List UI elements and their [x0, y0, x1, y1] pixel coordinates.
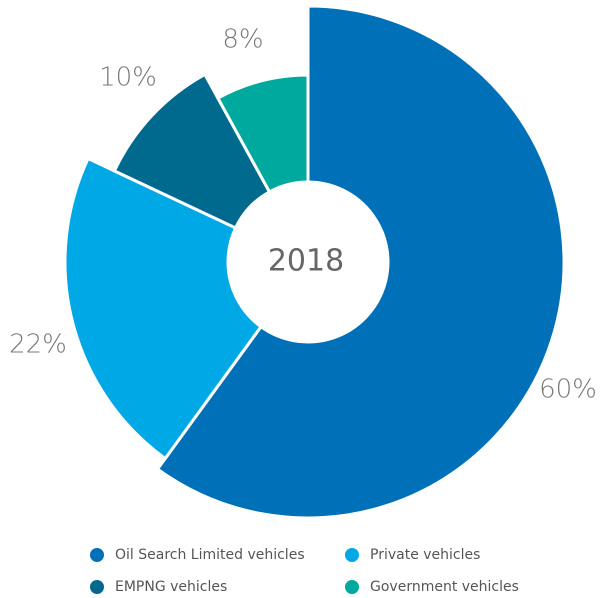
slice — [112, 72, 272, 230]
slice — [215, 73, 310, 194]
legend-label: Private vehicles — [370, 547, 480, 563]
slices — [63, 4, 566, 520]
center-label: 2018 — [268, 244, 344, 279]
value-label: 10% — [99, 63, 157, 93]
legend-label: Oil Search Limited vehicles — [115, 547, 305, 563]
legend-label: Government vehicles — [370, 579, 519, 595]
legend-swatch — [90, 580, 104, 594]
slice — [63, 156, 264, 461]
value-label: 22% — [9, 330, 67, 360]
slice — [155, 4, 566, 520]
legend-swatch — [90, 548, 104, 562]
legend-label: EMPNG vehicles — [115, 579, 227, 595]
legend-swatch — [345, 580, 359, 594]
value-label: 60% — [539, 375, 597, 405]
value-label: 8% — [222, 25, 263, 55]
legend-swatch — [345, 548, 359, 562]
